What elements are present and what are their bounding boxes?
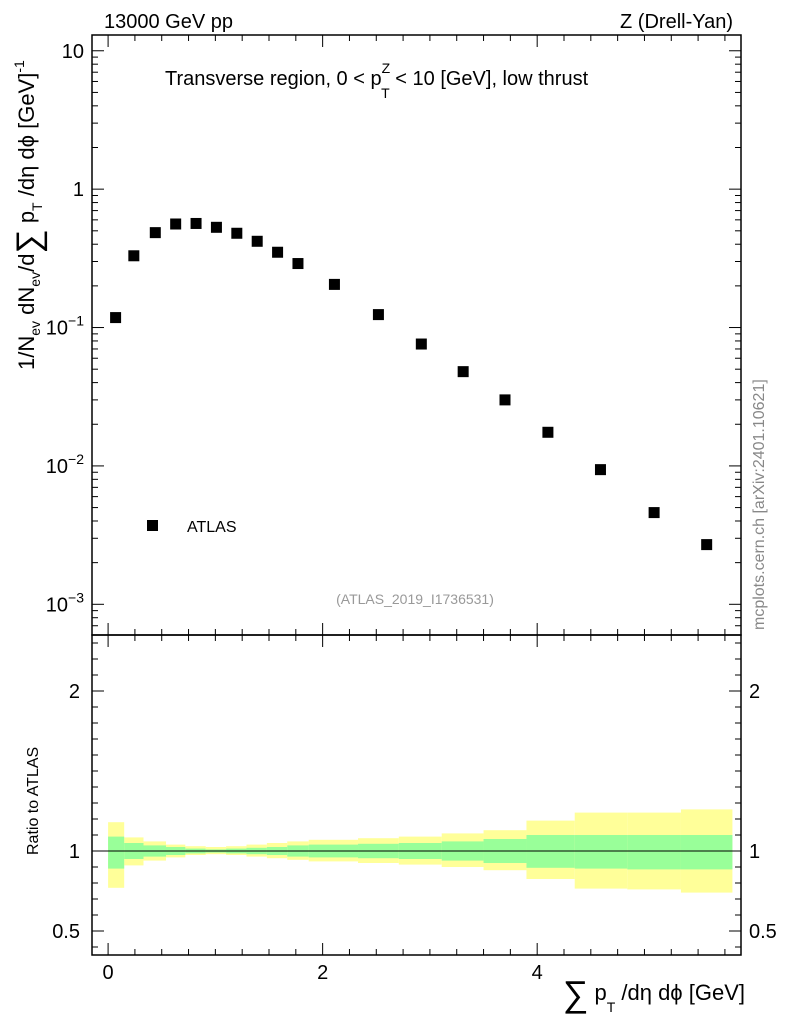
ratio-frame — [91, 634, 742, 956]
header-right: Z (Drell-Yan) — [620, 11, 733, 33]
ratio-y-tick-label-right: 1 — [749, 841, 760, 863]
main-y-tick-label: 1 — [73, 179, 84, 201]
header-left: 13000 GeV pp — [104, 11, 233, 33]
data-point — [272, 246, 284, 258]
data-point — [170, 218, 182, 230]
band-statistical-bin — [627, 835, 681, 870]
ratio-y-tick-label: 1 — [69, 841, 80, 863]
data-point — [499, 394, 511, 406]
ratio-ylabel: Ratio to ATLAS — [25, 747, 42, 855]
x-tick-label: 0 — [103, 962, 114, 984]
data-point — [292, 258, 304, 270]
legend-label: ATLAS — [187, 519, 237, 536]
data-point — [251, 235, 263, 247]
band-statistical-bin — [108, 836, 125, 869]
side-label-group: mcplots.cern.ch [arXiv:2401.10621] — [751, 379, 768, 630]
main-ylabel: 1/Nev dNev/d∑ pT /dη dϕ [GeV]-1 — [10, 60, 48, 370]
main-points — [110, 217, 713, 551]
main-ylabel-group: 1/Nev dNev/d∑ pT /dη dϕ [GeV]-1 — [10, 60, 48, 370]
data-point — [128, 250, 140, 262]
main-y-tick-label: 10−2 — [46, 451, 84, 478]
data-point — [149, 227, 161, 239]
main-frame — [91, 34, 742, 636]
data-point — [231, 227, 243, 239]
ratio-ylabel-group: Ratio to ATLAS — [25, 747, 42, 855]
band-statistical-bin — [680, 835, 733, 870]
data-point — [594, 464, 606, 476]
ratio-y-tick-label-right: 2 — [749, 681, 760, 703]
axes: 0 2 4 10 1 10−1 10−2 10−3 0.5 0.5 1 1 2 2 — [46, 34, 777, 984]
data-point — [415, 338, 427, 350]
side-label: mcplots.cern.ch [arXiv:2401.10621] — [751, 379, 768, 630]
ratio-y-tick-label-right: 0.5 — [749, 921, 777, 943]
ratio-xlabel: ∑ pT /dη dϕ [GeV] — [563, 973, 745, 1015]
data-point — [457, 366, 469, 378]
x-tick-label: 4 — [532, 962, 543, 984]
main-y-tick-label: 10 — [62, 41, 84, 63]
data-point — [542, 426, 554, 438]
x-tick-label: 2 — [317, 962, 328, 984]
data-point — [110, 312, 122, 324]
data-point — [372, 309, 384, 321]
main-title: Transverse region, 0 < pZ T < 10 [GeV], l… — [165, 60, 589, 101]
data-point — [328, 278, 340, 290]
reference-label: (ATLAS_2019_I1736531) — [336, 591, 494, 607]
main-y-tick-label: 10−3 — [46, 589, 84, 616]
ratio-y-tick-label: 2 — [69, 681, 80, 703]
data-point — [701, 539, 713, 551]
data-point — [190, 217, 202, 229]
data-point — [210, 221, 222, 233]
data-point — [648, 507, 660, 519]
ratio-y-tick-label: 0.5 — [52, 921, 80, 943]
main-y-tick-label: 10−1 — [46, 313, 84, 340]
band-statistical-bin — [574, 835, 628, 869]
legend-marker — [147, 520, 158, 531]
